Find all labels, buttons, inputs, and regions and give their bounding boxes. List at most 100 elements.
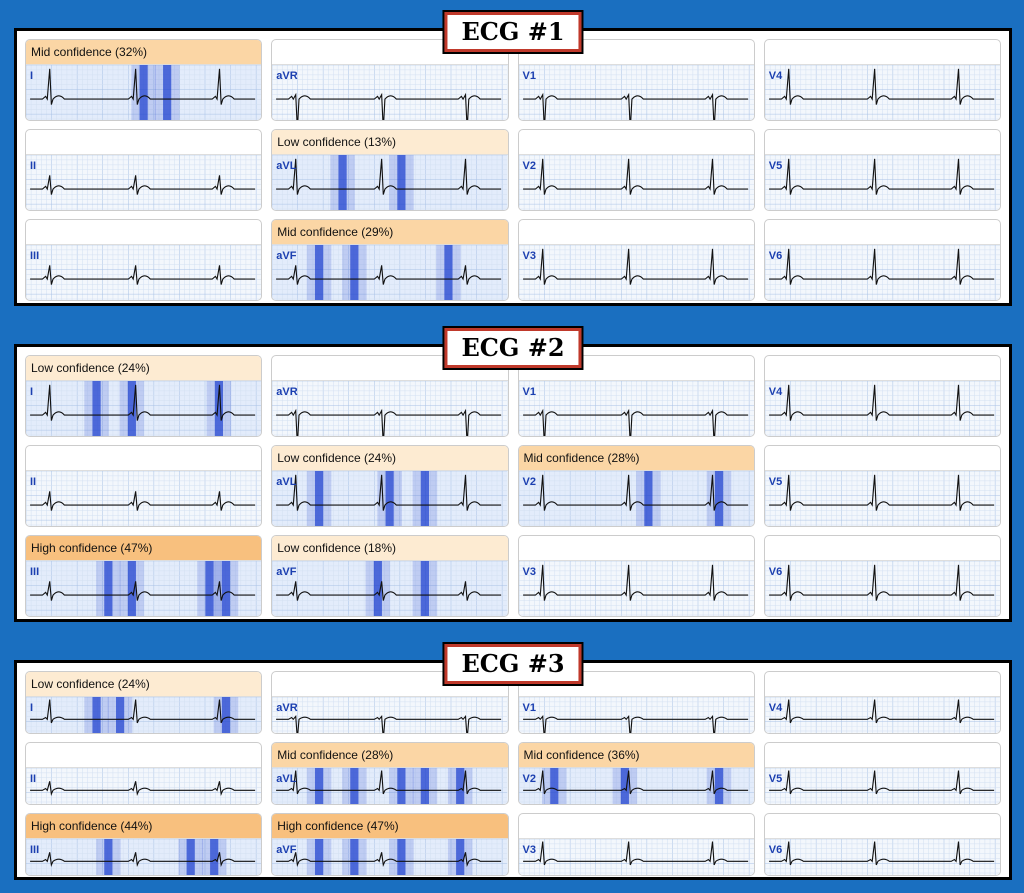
ecg-waveform xyxy=(30,491,256,511)
lead-cell-i[interactable]: Low confidence (24%) I xyxy=(25,671,263,734)
ecg-trace xyxy=(518,381,754,436)
confidence-header: Mid confidence (28%) xyxy=(518,446,754,471)
lead-cell-v2[interactable]: Mid confidence (36%) V2 xyxy=(517,742,755,805)
lead-label: II xyxy=(30,773,37,785)
lead-cell-v3[interactable]: V3 xyxy=(517,813,755,876)
ecg-waveform xyxy=(522,564,748,601)
lead-cell-v2[interactable]: V2 xyxy=(517,129,755,211)
confidence-header xyxy=(518,40,754,65)
attention-band-glow xyxy=(448,768,473,804)
lead-cell-ii[interactable]: II xyxy=(25,742,263,805)
lead-cell-iii[interactable]: High confidence (47%) III xyxy=(25,535,263,617)
lead-cell-v6[interactable]: V6 xyxy=(763,219,1001,301)
attention-band-glow xyxy=(307,768,332,804)
attention-band xyxy=(456,839,465,875)
lead-cell-v3[interactable]: V3 xyxy=(517,219,755,301)
trace-svg xyxy=(272,768,508,804)
attention-band-glow xyxy=(307,245,332,300)
trace-svg xyxy=(272,381,508,436)
lead-cell-avl[interactable]: Mid confidence (28%) aVL xyxy=(271,742,509,805)
lead-cell-v1[interactable]: V1 xyxy=(517,39,755,121)
lead-cell-ii[interactable]: II xyxy=(25,129,263,211)
ecg-waveform xyxy=(768,68,994,105)
ecg-waveform xyxy=(522,841,748,866)
attention-band-glow xyxy=(96,561,121,616)
ecg-waveform xyxy=(522,248,748,285)
lead-cell-ii[interactable]: II xyxy=(25,445,263,527)
lead-label: III xyxy=(30,844,40,856)
attention-band xyxy=(104,839,113,875)
trace-svg xyxy=(764,697,1000,733)
attention-band xyxy=(127,381,136,436)
attention-band xyxy=(127,561,136,616)
lead-cell-iii[interactable]: III xyxy=(25,219,263,301)
ecg-waveform xyxy=(768,384,994,421)
trace-svg xyxy=(272,561,508,616)
lead-cell-avl[interactable]: Low confidence (13%) aVL xyxy=(271,129,509,211)
confidence-header xyxy=(518,536,754,561)
lead-cell-v6[interactable]: V6 xyxy=(763,535,1001,617)
ecg-waveform xyxy=(276,852,502,867)
trace-svg xyxy=(518,155,754,210)
trace-svg xyxy=(26,768,262,804)
lead-cell-i[interactable]: Low confidence (24%) I xyxy=(25,355,263,437)
ecg-trace xyxy=(272,471,508,526)
confidence-header: Low confidence (13%) xyxy=(272,130,508,155)
lead-cell-iii[interactable]: High confidence (44%) III xyxy=(25,813,263,876)
attention-band-glow xyxy=(307,839,332,875)
lead-cell-avr[interactable]: aVR xyxy=(271,39,509,121)
confidence-header: Low confidence (24%) xyxy=(26,672,262,697)
attention-band xyxy=(315,245,324,300)
lead-label: V6 xyxy=(768,250,783,262)
attention-band-glow xyxy=(389,839,414,875)
trace-svg xyxy=(518,65,754,120)
confidence-header xyxy=(26,130,262,155)
ecg-waveform xyxy=(768,248,994,285)
lead-label: aVF xyxy=(276,250,297,262)
confidence-header xyxy=(272,40,508,65)
lead-cell-i[interactable]: Mid confidence (32%) I xyxy=(25,39,263,121)
attention-band xyxy=(350,245,359,300)
lead-cell-v5[interactable]: V5 xyxy=(763,742,1001,805)
attention-band-glow xyxy=(412,561,438,616)
lead-cell-v4[interactable]: V4 xyxy=(763,39,1001,121)
ecg-trace xyxy=(518,561,754,616)
confidence-header: Low confidence (24%) xyxy=(26,356,262,381)
lead-cell-v4[interactable]: V4 xyxy=(763,355,1001,437)
attention-band-glow xyxy=(96,839,121,875)
attention-band xyxy=(714,471,723,526)
lead-cell-v1[interactable]: V1 xyxy=(517,355,755,437)
lead-label: V1 xyxy=(522,702,536,714)
confidence-header xyxy=(518,814,754,839)
ecg-trace xyxy=(26,768,262,804)
attention-band xyxy=(643,471,652,526)
confidence-header xyxy=(518,220,754,245)
lead-cell-avf[interactable]: High confidence (47%) aVF xyxy=(271,813,509,876)
lead-cell-avl[interactable]: Low confidence (24%) aVL xyxy=(271,445,509,527)
attention-band-glow xyxy=(213,561,239,616)
trace-svg xyxy=(764,471,1000,526)
lead-cell-avf[interactable]: Low confidence (18%) aVF xyxy=(271,535,509,617)
lead-cell-v5[interactable]: V5 xyxy=(763,129,1001,211)
lead-cell-v2[interactable]: Mid confidence (28%) V2 xyxy=(517,445,755,527)
lead-cell-avf[interactable]: Mid confidence (29%) aVF xyxy=(271,219,509,301)
attention-band-glow xyxy=(412,471,438,526)
attention-band xyxy=(315,839,324,875)
ecg-trace xyxy=(272,768,508,804)
ecg-waveform xyxy=(276,158,502,195)
attention-band xyxy=(421,561,430,616)
lead-label: V2 xyxy=(522,476,536,488)
lead-cell-v5[interactable]: V5 xyxy=(763,445,1001,527)
attention-band xyxy=(350,768,359,804)
lead-cell-v3[interactable]: V3 xyxy=(517,535,755,617)
lead-label: aVF xyxy=(276,566,297,578)
lead-cell-v4[interactable]: V4 xyxy=(763,671,1001,734)
ecg-trace xyxy=(764,839,1000,875)
lead-cell-avr[interactable]: aVR xyxy=(271,355,509,437)
trace-svg xyxy=(518,839,754,875)
confidence-header xyxy=(26,743,262,768)
lead-cell-v6[interactable]: V6 xyxy=(763,813,1001,876)
attention-band-glow xyxy=(635,471,661,526)
trace-svg xyxy=(518,768,754,804)
